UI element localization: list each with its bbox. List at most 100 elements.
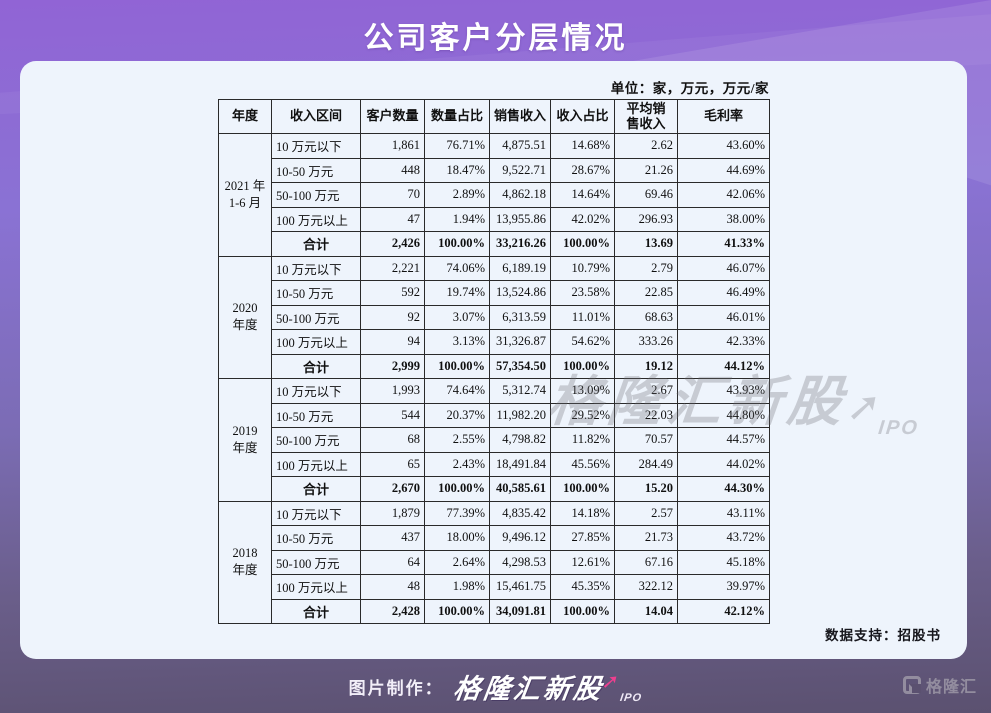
table-cell: 11,982.20 <box>489 402 551 428</box>
total-row: 合计 2,670 100.00% 40,585.61 100.00% 15.20 44.30… <box>219 476 770 502</box>
corner-logo: 格隆汇 <box>902 673 977 697</box>
table-cell: 50-100 万元 <box>271 304 361 330</box>
table-cell: 22.85 <box>614 280 678 306</box>
table-cell: 2.62 <box>614 133 678 159</box>
table-cell: 2,670 <box>360 476 425 502</box>
table-cell: 合计 <box>271 231 361 257</box>
table-row: 50-100 万元 64 2.64% 4,298.53 12.61% 67.16 45.18… <box>219 549 770 575</box>
table-cell: 14.64% <box>550 182 615 208</box>
column-header: 平均销 售收入 <box>614 99 678 134</box>
brand-name: 格隆汇新股 <box>451 673 606 704</box>
table-cell: 48 <box>360 574 425 600</box>
customer-tier-table: 年度 收入区间 客户数量 数量占比 销售收入 收入占比 平均销 售收入 毛利率 2021 年 … <box>218 99 770 624</box>
table-cell: 4,298.53 <box>489 549 551 575</box>
table-cell: 1.98% <box>424 574 490 600</box>
table-cell: 100.00% <box>424 476 490 502</box>
table-cell: 44.69% <box>677 157 770 183</box>
table-cell: 50-100 万元 <box>271 182 361 208</box>
table-cell: 45.56% <box>550 451 615 477</box>
table-cell: 42.12% <box>677 598 770 624</box>
table-cell: 43.60% <box>677 133 770 159</box>
table-cell: 67.16 <box>614 549 678 575</box>
table-cell: 19.74% <box>424 280 490 306</box>
table-cell: 68 <box>360 427 425 453</box>
table-cell: 4,875.51 <box>489 133 551 159</box>
page-title: 公司客户分层情况 <box>363 22 628 55</box>
table-cell: 1,879 <box>360 500 425 526</box>
table-cell: 76.71% <box>424 133 490 159</box>
table-cell: 13,955.86 <box>489 206 551 232</box>
table-cell: 1.94% <box>424 206 490 232</box>
column-header: 客户数量 <box>360 99 425 134</box>
table-cell: 100 万元以上 <box>271 329 361 355</box>
table-cell: 11.82% <box>550 427 615 453</box>
table-cell: 46.01% <box>677 304 770 330</box>
table-cell: 12.61% <box>550 549 615 575</box>
table-cell: 544 <box>360 402 425 428</box>
table-cell: 43.93% <box>677 378 770 404</box>
table-header-row: 年度 收入区间 客户数量 数量占比 销售收入 收入占比 平均销 售收入 毛利率 <box>218 99 770 134</box>
table-cell: 284.49 <box>614 451 678 477</box>
table-row: 100 万元以上 65 2.43% 18,491.84 45.56% 284.49 44.0… <box>219 451 770 477</box>
table-cell: 21.26 <box>614 157 678 183</box>
table-cell: 2.89% <box>424 182 490 208</box>
table-cell: 2.67 <box>614 378 678 404</box>
year-cell: 2021 年 1-6 月 <box>218 133 272 257</box>
table-cell: 100.00% <box>424 231 490 257</box>
table-cell: 20.37% <box>424 402 490 428</box>
table-cell: 18.47% <box>424 157 490 183</box>
bottom-credit-bar: 图片制作： 格隆汇新股 ➚ IPO <box>0 659 991 713</box>
table-cell: 100.00% <box>550 598 615 624</box>
table-cell: 23.58% <box>550 280 615 306</box>
table-cell: 74.06% <box>424 255 490 281</box>
brand-logo: 格隆汇新股 ➚ IPO <box>451 667 643 706</box>
table-cell: 44.12% <box>677 353 770 379</box>
column-header: 数量占比 <box>424 99 490 134</box>
table-cell: 39.97% <box>677 574 770 600</box>
credit-prefix: 图片制作： <box>348 678 444 698</box>
table-cell: 46.49% <box>677 280 770 306</box>
table-cell: 38.00% <box>677 206 770 232</box>
table-cell: 2.64% <box>424 549 490 575</box>
table-cell: 10.79% <box>550 255 615 281</box>
table-cell: 29.52% <box>550 402 615 428</box>
table-cell: 10-50 万元 <box>271 525 361 551</box>
table-cell: 69.46 <box>614 182 678 208</box>
table-cell: 18,491.84 <box>489 451 551 477</box>
table-cell: 74.64% <box>424 378 490 404</box>
table-row: 10-50 万元 437 18.00% 9,496.12 27.85% 21.73 43.7… <box>219 525 770 551</box>
table-cell: 10 万元以下 <box>271 133 361 159</box>
table-cell: 22.03 <box>614 402 678 428</box>
table-cell: 2.57 <box>614 500 678 526</box>
table-cell: 10-50 万元 <box>271 280 361 306</box>
table-cell: 10-50 万元 <box>271 402 361 428</box>
table-cell: 合计 <box>271 476 361 502</box>
table-cell: 28.67% <box>550 157 615 183</box>
table-row: 2018 年度 10 万元以下 1,879 77.39% 4,835.42 14.18% 2… <box>218 500 770 624</box>
corner-logo-text: 格隆汇 <box>925 679 977 696</box>
table-cell: 322.12 <box>614 574 678 600</box>
table-cell: 33,216.26 <box>489 231 551 257</box>
table-cell: 437 <box>360 525 425 551</box>
table-cell: 15,461.75 <box>489 574 551 600</box>
table-cell: 15.20 <box>614 476 678 502</box>
table-cell: 45.35% <box>550 574 615 600</box>
table-cell: 1,861 <box>360 133 425 159</box>
total-row: 合计 2,999 100.00% 57,354.50 100.00% 19.12 44.12… <box>219 353 770 379</box>
table-cell: 19.12 <box>614 353 678 379</box>
table-cell: 94 <box>360 329 425 355</box>
table-cell: 45.18% <box>677 549 770 575</box>
table-cell: 47 <box>360 206 425 232</box>
table-cell: 41.33% <box>677 231 770 257</box>
table-cell: 44.02% <box>677 451 770 477</box>
total-row: 合计 2,426 100.00% 33,216.26 100.00% 13.69 41.33… <box>219 231 770 257</box>
content-card: 单位：家，万元，万元/家 年度 收入区间 客户数量 数量占比 销售收入 收入占比 平均销 售… <box>20 61 967 659</box>
table-cell: 77.39% <box>424 500 490 526</box>
data-support-note: 数据支持：招股书 <box>825 628 941 643</box>
table-cell: 2,999 <box>360 353 425 379</box>
table-row: 10-50 万元 448 18.47% 9,522.71 28.67% 21.26 44.6… <box>219 157 770 183</box>
table-cell: 13.69 <box>614 231 678 257</box>
table-cell: 44.80% <box>677 402 770 428</box>
table-row: 2020 年度 10 万元以下 2,221 74.06% 6,189.19 10.79% 2… <box>218 255 770 379</box>
table-cell: 6,189.19 <box>489 255 551 281</box>
